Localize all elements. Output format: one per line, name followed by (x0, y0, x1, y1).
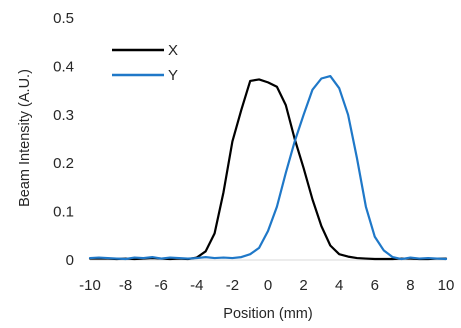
y-tick-label: 0 (66, 252, 74, 269)
y-tick-label: 0.1 (53, 204, 74, 221)
legend: XY (112, 42, 178, 84)
legend-label-y: Y (168, 67, 178, 84)
series-layer (88, 74, 448, 261)
x-tick-label: -10 (79, 277, 101, 294)
x-tick-label: 8 (406, 277, 414, 294)
x-tick-label: -4 (190, 277, 203, 294)
x-axis-title: Position (mm) (223, 306, 312, 322)
x-tick-label: 10 (438, 277, 455, 294)
y-tick-label: 0.4 (53, 58, 74, 75)
x-tick-label: 6 (371, 277, 379, 294)
x-tick-label: 0 (264, 277, 272, 294)
legend-label-x: X (168, 42, 178, 59)
ticks-layer: -10 -8 -6 -4 -2 0 2 4 6 8 10 0 0.1 0.2 0.3 0.4 0.5 (53, 10, 454, 294)
series-line-y (88, 74, 448, 261)
y-axis-title: Beam Intensity (A.U.) (17, 69, 33, 207)
y-tick-label: 0.5 (53, 10, 74, 27)
x-tick-label: -8 (119, 277, 132, 294)
x-tick-label: -6 (155, 277, 168, 294)
x-tick-label: 4 (335, 277, 343, 294)
y-tick-label: 0.3 (53, 107, 74, 124)
x-tick-label: 2 (299, 277, 307, 294)
x-tick-label: -2 (226, 277, 239, 294)
y-tick-label: 0.2 (53, 155, 74, 172)
